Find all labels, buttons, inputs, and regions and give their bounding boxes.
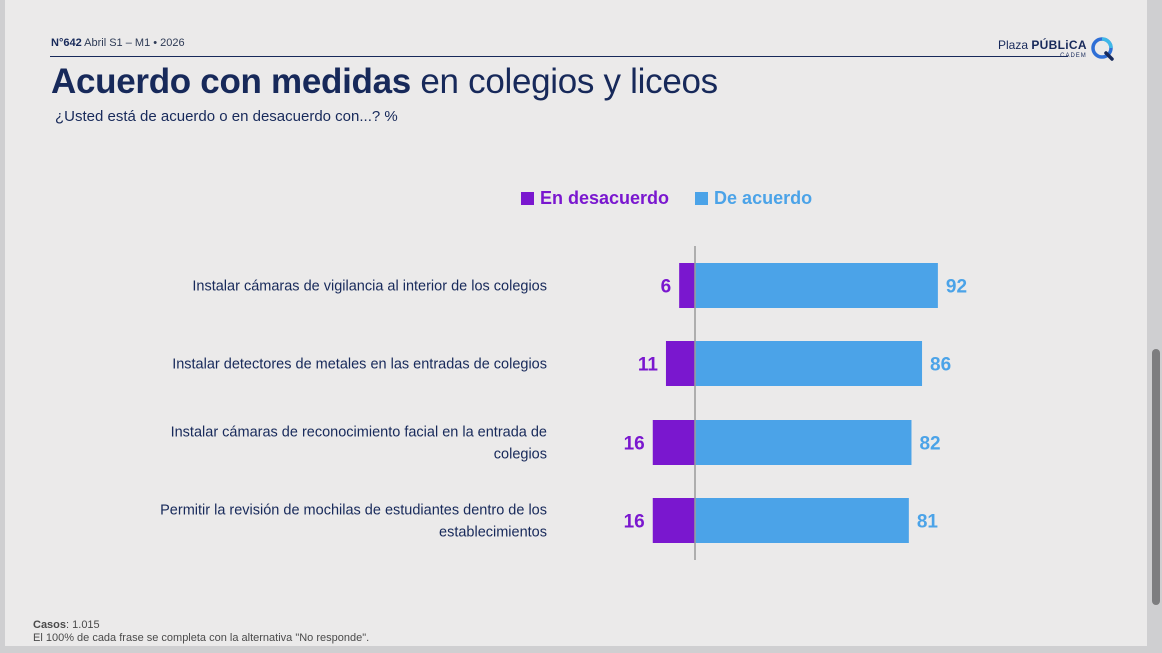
- category-label-2-line-1: Instalar detectores de metales en las en…: [172, 357, 547, 373]
- chart-subtitle: ¿Usted está de acuerdo o en desacuerdo c…: [55, 108, 398, 125]
- brand: Plaza PÚBLiCA CADEM: [998, 36, 1116, 62]
- value-label-agree-4: 81: [917, 512, 939, 533]
- bar-disagree-2: [665, 341, 695, 386]
- brand-sub: CADEM: [1060, 53, 1087, 59]
- scrollbar[interactable]: [1152, 349, 1160, 605]
- category-label-1-line-1: Instalar cámaras de vigilancia al interi…: [192, 279, 547, 295]
- diverging-bar-chart: 6 92 Instalar cámaras de vigilancia al int…: [160, 246, 967, 560]
- legend-disagree: En desacuerdo: [521, 188, 669, 209]
- category-label-4-line-2: establecimientos: [439, 525, 547, 541]
- legend-label-disagree: En desacuerdo: [540, 188, 670, 208]
- value-label-disagree-1: 6: [661, 277, 672, 298]
- chart-legend: En desacuerdo De acuerdo: [521, 188, 812, 209]
- brand-name-bold: PÚBLiCA: [1031, 38, 1087, 52]
- legend-label-agree: De acuerdo: [714, 188, 813, 208]
- category-label-3-line-2: colegios: [494, 447, 547, 463]
- value-label-disagree-3: 16: [624, 434, 645, 455]
- plaza-publica-logo-icon: [1091, 37, 1114, 61]
- value-label-agree-1: 92: [946, 277, 967, 298]
- value-label-disagree-2: 11: [638, 355, 659, 376]
- footer: Casos: 1.015 El 100% de cada frase se co…: [33, 619, 369, 645]
- value-label-disagree-4: 16: [624, 512, 645, 533]
- bar-disagree-4: [652, 498, 695, 543]
- bar-agree-3: [695, 420, 912, 465]
- brand-name-light: Plaza: [998, 38, 1029, 52]
- bar-disagree-3: [652, 420, 695, 465]
- bar-agree-4: [695, 498, 909, 543]
- legend-agree: De acuerdo: [695, 188, 812, 209]
- legend-swatch-agree: [695, 192, 709, 205]
- edition-date: Abril S1 – M1 • 2026: [84, 37, 185, 49]
- bar-agree-2: [695, 341, 923, 386]
- page-title: Acuerdo con medidas en colegios y liceos: [51, 62, 718, 102]
- category-label-3-line-1: Instalar cámaras de reconocimiento facia…: [171, 425, 547, 441]
- value-label-agree-3: 82: [919, 434, 940, 455]
- cases-label: Casos: [33, 619, 67, 631]
- slide: N°642 Abril S1 – M1 • 2026 Plaza PÚBLiCA…: [5, 0, 1147, 646]
- title-bold: Acuerdo con medidas: [51, 62, 411, 101]
- cases-value: : 1.015: [66, 619, 100, 631]
- value-label-agree-2: 86: [930, 355, 951, 376]
- bar-disagree-1: [679, 263, 695, 308]
- legend-swatch-disagree: [521, 192, 534, 205]
- category-label-4-line-1: Permitir la revisión de mochilas de estu…: [160, 503, 547, 519]
- title-regular: en colegios y liceos: [410, 62, 718, 101]
- edition-info: N°642 Abril S1 – M1 • 2026: [51, 37, 185, 49]
- header-divider: [50, 56, 1068, 57]
- footer-note: El 100% de cada frase se completa con la…: [33, 632, 370, 644]
- edition-number: N°642: [51, 37, 82, 49]
- bar-agree-1: [695, 263, 938, 308]
